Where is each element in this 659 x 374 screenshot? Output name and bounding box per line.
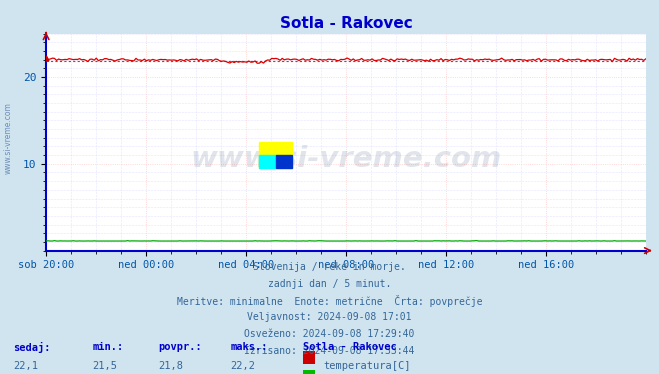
Bar xyxy=(259,142,292,168)
Text: maks.:: maks.: xyxy=(231,342,268,352)
Text: Slovenija / reke in morje.: Slovenija / reke in morje. xyxy=(253,262,406,272)
Text: Meritve: minimalne  Enote: metrične  Črta: povprečje: Meritve: minimalne Enote: metrične Črta:… xyxy=(177,295,482,307)
Text: zadnji dan / 5 minut.: zadnji dan / 5 minut. xyxy=(268,279,391,289)
Title: Sotla - Rakovec: Sotla - Rakovec xyxy=(279,16,413,31)
Text: temperatura[C]: temperatura[C] xyxy=(323,361,411,371)
Text: 21,8: 21,8 xyxy=(158,361,183,371)
Text: www.si-vreme.com: www.si-vreme.com xyxy=(3,102,13,174)
Text: min.:: min.: xyxy=(92,342,123,352)
Text: 22,2: 22,2 xyxy=(231,361,256,371)
Text: sedaj:: sedaj: xyxy=(13,342,51,353)
Text: Osveženo: 2024-09-08 17:29:40: Osveženo: 2024-09-08 17:29:40 xyxy=(244,329,415,339)
Text: Izrisano: 2024-09-08 17:33:44: Izrisano: 2024-09-08 17:33:44 xyxy=(244,346,415,356)
Bar xyxy=(259,155,275,168)
Text: Veljavnost: 2024-09-08 17:01: Veljavnost: 2024-09-08 17:01 xyxy=(247,312,412,322)
Text: 22,1: 22,1 xyxy=(13,361,38,371)
Text: Sotla - Rakovec: Sotla - Rakovec xyxy=(303,342,397,352)
Text: 21,5: 21,5 xyxy=(92,361,117,371)
Text: povpr.:: povpr.: xyxy=(158,342,202,352)
Bar xyxy=(275,155,292,168)
Text: www.si-vreme.com: www.si-vreme.com xyxy=(190,145,501,174)
